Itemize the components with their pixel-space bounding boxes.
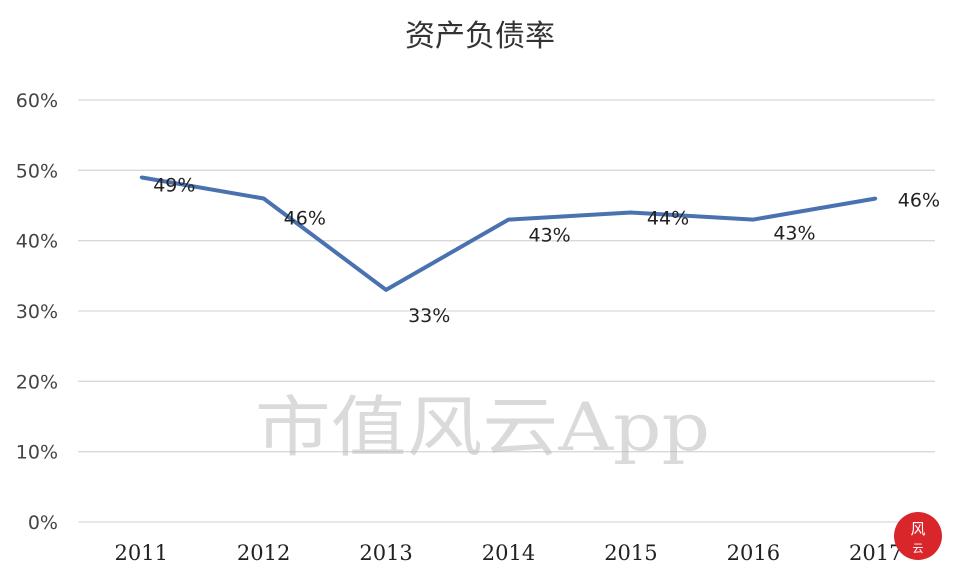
- y-tick-label: 40%: [16, 231, 58, 253]
- data-point: [262, 196, 266, 200]
- data-label: 46%: [898, 189, 940, 211]
- y-tick-label: 60%: [16, 90, 58, 112]
- x-tick-label: 2015: [604, 541, 657, 565]
- x-tick-label: 2017: [849, 541, 902, 565]
- x-tick-label: 2016: [727, 541, 780, 565]
- svg-text:风: 风: [910, 520, 925, 538]
- data-label: 44%: [647, 208, 689, 230]
- data-point: [874, 196, 878, 200]
- data-label: 33%: [408, 305, 450, 327]
- x-tick-label: 2013: [359, 541, 412, 565]
- svg-text:云: 云: [913, 542, 924, 555]
- x-tick-label: 2012: [237, 541, 290, 565]
- x-tick-label: 2011: [114, 541, 167, 565]
- x-tick-label: 2014: [482, 541, 535, 565]
- data-point: [507, 218, 510, 222]
- data-label: 46%: [284, 207, 326, 229]
- data-label: 43%: [529, 225, 571, 247]
- data-point: [139, 175, 143, 179]
- data-point: [751, 218, 755, 222]
- y-tick-label: 10%: [16, 442, 58, 464]
- series-line: [140, 175, 877, 292]
- watermark: 市值风云App: [255, 389, 710, 466]
- y-tick-label: 0%: [28, 512, 58, 534]
- y-tick-label: 50%: [16, 160, 58, 182]
- y-tick-label: 20%: [16, 371, 58, 393]
- chart-title: 资产负债率: [405, 19, 555, 54]
- seal-logo: 风 云: [894, 512, 942, 560]
- data-point: [629, 211, 633, 215]
- data-label: 49%: [153, 174, 195, 196]
- y-tick-label: 30%: [16, 301, 58, 323]
- data-point: [384, 288, 388, 292]
- data-label: 43%: [773, 223, 815, 245]
